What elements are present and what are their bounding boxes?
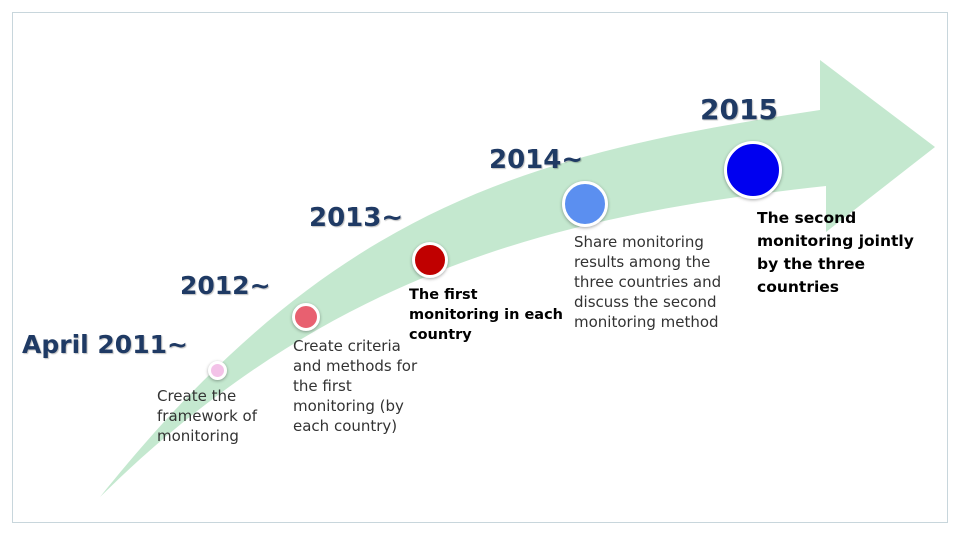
milestone-dot-2015: [724, 141, 782, 199]
year-label-2014: 2014~: [489, 145, 584, 175]
year-label-2013: 2013~: [309, 203, 404, 233]
milestone-dot-2014: [562, 181, 608, 227]
slide-frame: [12, 12, 948, 523]
milestone-description-2014: Share monitoring results among the three…: [574, 233, 722, 331]
year-label-2011: April 2011~: [22, 330, 188, 359]
milestone-description-2012: Create criteria and methods for the firs…: [293, 337, 418, 435]
year-label-2015: 2015: [700, 93, 778, 126]
milestone-description-2013: The first monitoring in each country: [409, 287, 564, 343]
milestone-dot-2011: [208, 361, 227, 380]
milestone-description-2011: Create the framework of monitoring: [157, 387, 258, 445]
milestone-dot-2012: [292, 303, 320, 331]
year-label-2012: 2012~: [180, 271, 271, 300]
milestone-description-2015: The second monitoring jointly by the thr…: [757, 209, 914, 296]
milestone-dot-2013: [412, 242, 448, 278]
